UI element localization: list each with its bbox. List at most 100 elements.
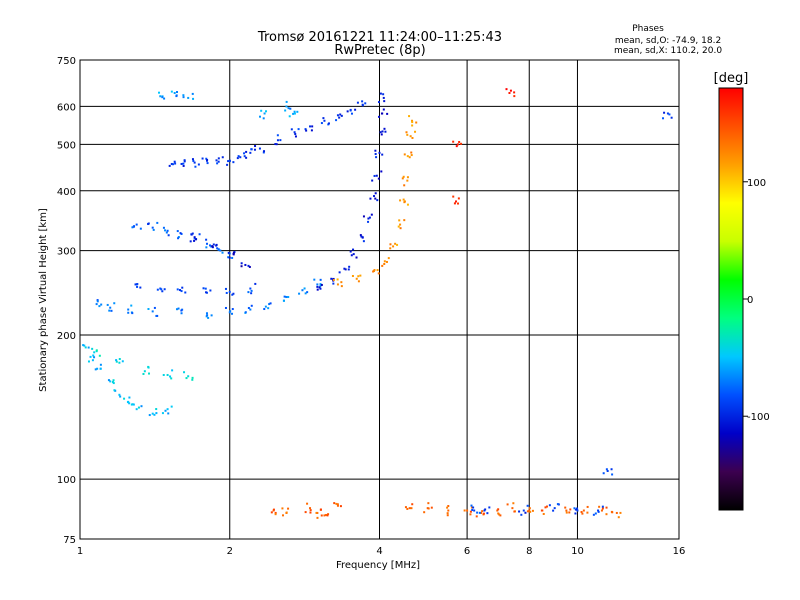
echo-point: [292, 112, 295, 115]
data-points: [82, 88, 673, 519]
echo-point: [227, 251, 230, 254]
echo-point: [135, 223, 138, 226]
echo-point: [378, 151, 381, 154]
echo-point: [399, 227, 402, 230]
echo-point: [513, 95, 516, 98]
echo-point: [258, 147, 261, 150]
echo-point: [247, 306, 250, 309]
echo-point: [169, 375, 172, 378]
echo-point: [269, 302, 272, 305]
echo-point: [130, 304, 133, 307]
echo-point: [403, 184, 406, 187]
echo-point: [619, 511, 622, 514]
echo-point: [285, 100, 288, 103]
echo-point: [484, 508, 487, 511]
echo-point: [576, 507, 579, 510]
echo-point: [182, 94, 185, 97]
echo-point: [177, 236, 180, 239]
echo-point: [381, 130, 384, 133]
chart-subtitle: RwPretec (8p): [334, 43, 425, 58]
echo-point: [288, 115, 291, 118]
echo-point: [254, 145, 257, 148]
echo-point: [205, 315, 208, 318]
echo-point: [232, 251, 235, 254]
echo-point: [408, 507, 411, 510]
echo-point: [600, 509, 603, 512]
echo-point: [250, 292, 253, 295]
echo-point: [387, 257, 390, 260]
echo-point: [548, 504, 551, 507]
echo-point: [374, 192, 377, 195]
echo-point: [573, 507, 576, 510]
echo-point: [289, 107, 292, 110]
echo-point: [237, 155, 240, 158]
echo-point: [304, 292, 307, 295]
plot-area: 1 2 4 6 8 10 16 75 100 200 300 400 500 600 750: [57, 56, 685, 557]
echo-point: [94, 368, 97, 371]
echo-point: [206, 314, 209, 317]
echo-point: [396, 243, 399, 246]
echo-point: [402, 175, 405, 178]
echo-point: [236, 157, 239, 160]
echo-point: [287, 296, 290, 299]
echo-point: [183, 159, 186, 162]
echo-point: [151, 226, 154, 229]
echo-point: [204, 287, 207, 290]
echo-point: [224, 306, 227, 309]
echo-point: [389, 243, 392, 246]
echo-point: [193, 239, 196, 242]
echo-point: [109, 306, 112, 309]
echo-point: [336, 114, 339, 117]
echo-point: [130, 403, 133, 406]
echo-point: [480, 511, 483, 514]
echo-point: [84, 346, 87, 349]
echo-point: [298, 292, 301, 295]
echo-point: [606, 469, 609, 472]
y-tick-label: 75: [63, 535, 76, 546]
echo-point: [161, 290, 164, 293]
echo-point: [281, 507, 284, 510]
echo-point: [163, 288, 166, 291]
echo-point: [383, 100, 386, 103]
echo-point: [285, 511, 288, 514]
echo-point: [377, 177, 380, 180]
echo-point: [354, 108, 357, 111]
echo-point: [221, 156, 224, 159]
echo-point: [327, 122, 330, 125]
echo-point: [373, 195, 376, 198]
echo-point: [338, 271, 341, 274]
echo-point: [282, 299, 285, 302]
echo-point: [662, 117, 665, 120]
echo-point: [147, 222, 150, 225]
echo-point: [262, 117, 265, 120]
echo-point: [173, 160, 176, 163]
echo-point: [131, 226, 134, 229]
echo-point: [344, 268, 347, 271]
echo-point: [605, 468, 608, 471]
echo-point: [406, 179, 409, 182]
echo-point: [206, 162, 209, 165]
echo-point: [357, 280, 360, 283]
echo-point: [542, 512, 545, 515]
echo-point: [335, 502, 338, 505]
y-tick-label: 750: [57, 56, 76, 67]
echo-point: [179, 289, 182, 292]
x-tick-label: 10: [571, 546, 584, 557]
echo-point: [386, 112, 389, 115]
echo-point: [311, 125, 314, 128]
echo-point: [127, 308, 130, 311]
echo-point: [139, 286, 142, 289]
echo-point: [166, 229, 169, 232]
echo-point: [228, 256, 231, 259]
x-tick-label: 2: [227, 546, 233, 557]
echo-point: [227, 160, 230, 163]
echo-point: [362, 240, 365, 243]
echo-point: [170, 377, 173, 380]
echo-point: [402, 198, 405, 201]
echo-point: [112, 379, 115, 382]
echo-point: [410, 507, 413, 510]
echo-point: [457, 202, 460, 205]
echo-point: [287, 507, 290, 510]
echo-point: [339, 505, 342, 508]
echo-point: [158, 91, 161, 94]
